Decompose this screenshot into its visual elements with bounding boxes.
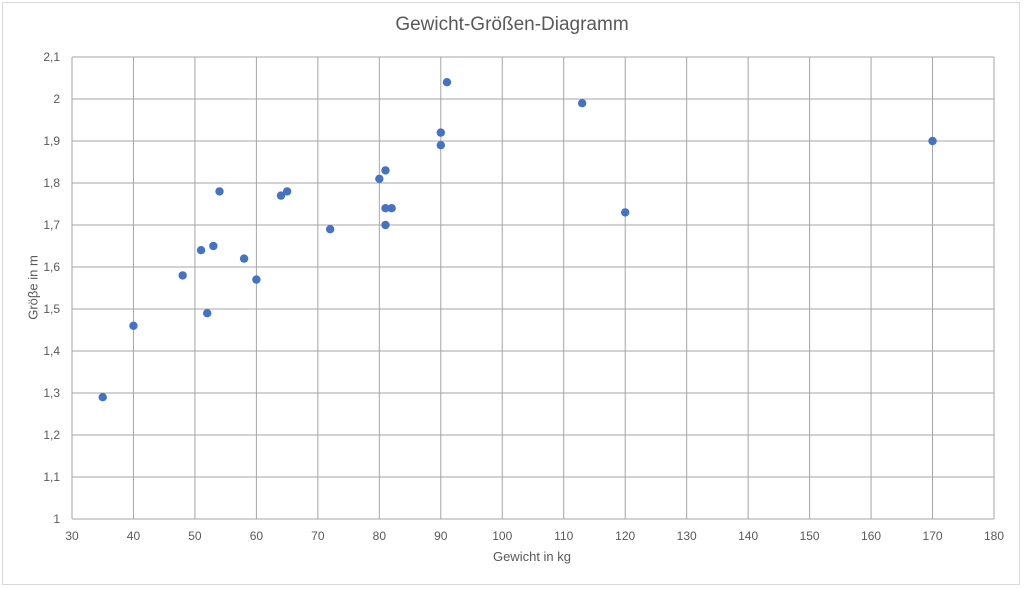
x-tick-label: 160: [861, 529, 881, 543]
data-point: [375, 174, 384, 183]
data-point: [381, 166, 390, 175]
x-tick-label: 150: [800, 529, 820, 543]
data-point: [196, 246, 206, 255]
data-point: [436, 141, 445, 150]
y-tick-label: 1,7: [43, 218, 60, 232]
data-point: [129, 321, 138, 330]
chart-title: Gewicht-Größen-Diagramm: [395, 14, 629, 35]
y-tick-label: 1,3: [43, 386, 60, 400]
x-axis-label: Gewicht in kg: [492, 549, 572, 564]
y-tick-label: 1,5: [43, 302, 60, 316]
data-point: [325, 225, 335, 234]
data-point: [98, 393, 107, 402]
data-point: [381, 204, 390, 213]
data-point: [252, 275, 261, 284]
y-tick-label: 1,9: [43, 134, 60, 148]
x-tick-label: 120: [615, 529, 635, 543]
data-point: [577, 99, 587, 108]
x-tick-label: 130: [677, 529, 697, 543]
y-tick-label: 1: [53, 512, 60, 526]
data-point: [282, 187, 292, 196]
x-tick-label: 140: [738, 529, 758, 543]
x-tick-label: 100: [492, 529, 512, 543]
y-tick-label: 1,8: [43, 176, 60, 190]
data-point: [215, 187, 224, 196]
data-point: [442, 78, 452, 87]
x-tick-label: 50: [188, 529, 202, 543]
y-tick-label: 1,4: [43, 344, 60, 358]
y-tick-label: 2,1: [43, 50, 60, 64]
x-tick-label: 70: [311, 529, 325, 543]
x-tick-label: 90: [434, 529, 448, 543]
x-tick-label: 180: [984, 529, 1004, 543]
data-point: [381, 220, 390, 230]
data-point: [203, 309, 212, 318]
data-point: [436, 128, 445, 137]
x-tick-label: 80: [373, 529, 387, 543]
y-tick-label: 1,6: [43, 260, 60, 274]
x-tick-label: 60: [250, 529, 264, 543]
y-tick-label: 1,1: [43, 470, 60, 484]
data-point: [209, 241, 218, 251]
x-tick-label: 110: [554, 529, 573, 543]
y-tick-label: 2: [53, 92, 60, 106]
x-tick-label: 30: [65, 529, 79, 543]
data-point: [276, 191, 286, 200]
x-tick-label: 40: [127, 529, 141, 543]
y-tick-label: 1,2: [43, 428, 60, 442]
data-point: [621, 208, 630, 217]
data-point: [928, 136, 937, 146]
data-point: [239, 254, 249, 263]
data-point: [387, 204, 396, 213]
data-point: [178, 271, 187, 280]
x-tick-label: 170: [923, 529, 943, 543]
